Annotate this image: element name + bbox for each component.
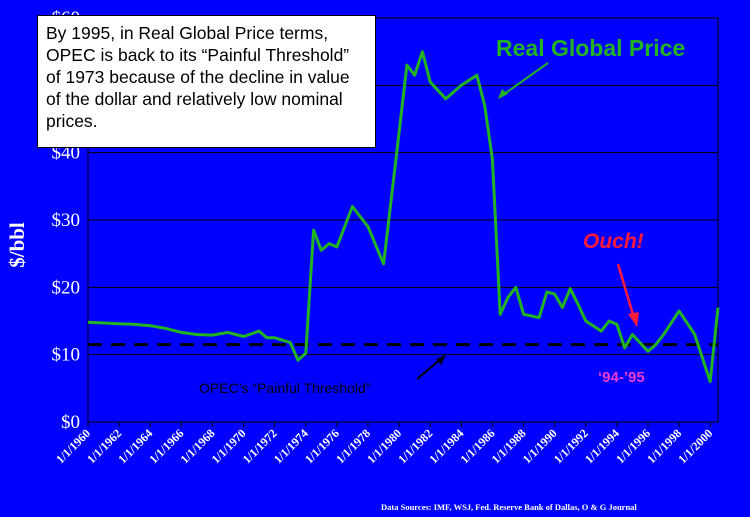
threshold-arrow bbox=[416, 357, 443, 380]
x-axis-ticks: 1/1/19601/1/19621/1/19641/1/19661/1/1968… bbox=[53, 422, 715, 466]
ouch-arrow bbox=[616, 263, 636, 319]
y-tick-label: $20 bbox=[52, 277, 81, 298]
ouch-annotation: Ouch! bbox=[583, 230, 644, 253]
threshold-label: OPEC’s “Painful Threshold” bbox=[199, 380, 371, 396]
series-line-real-global-price bbox=[87, 50, 720, 384]
ouch-arrowhead bbox=[628, 312, 639, 327]
y-tick-label: $10 bbox=[52, 345, 81, 366]
series-label-pointer-arrowhead bbox=[498, 89, 508, 99]
x-tick-label: 1/1/2000 bbox=[675, 426, 715, 466]
period-annotation: ‘94-’95 bbox=[598, 369, 645, 386]
y-axis-label: $/bbl bbox=[5, 222, 29, 268]
legend-series-label: Real Global Price bbox=[496, 35, 686, 61]
series-label-pointer bbox=[499, 62, 549, 98]
y-tick-label: $0 bbox=[61, 412, 80, 433]
callout-box: By 1995, in Real Global Price terms, OPE… bbox=[37, 15, 376, 148]
data-source-note: Data Sources: IMF, WSJ, Fed. Reserve Ban… bbox=[381, 502, 637, 512]
y-tick-label: $30 bbox=[52, 210, 81, 231]
threshold-arrowhead bbox=[436, 355, 446, 365]
